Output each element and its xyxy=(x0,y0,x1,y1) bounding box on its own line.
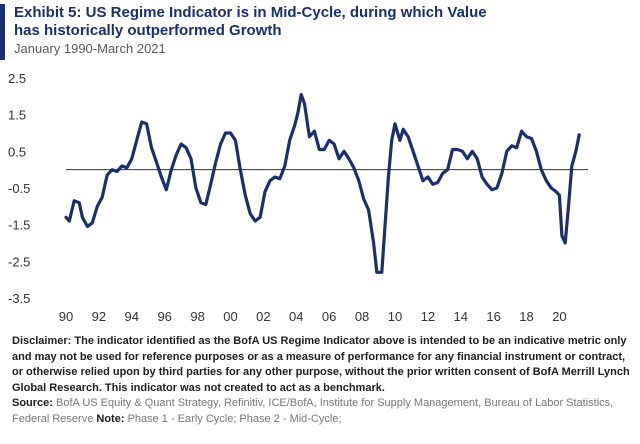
x-tick-label: 98 xyxy=(190,309,204,324)
x-tick-label: 94 xyxy=(125,309,139,324)
y-tick-label: -1.5 xyxy=(8,218,30,233)
y-tick-label: -3.5 xyxy=(8,291,30,306)
disclaimer-text: The indicator identified as the BofA US … xyxy=(12,335,630,394)
x-tick-label: 20 xyxy=(552,309,566,324)
x-tick-label: 06 xyxy=(322,309,336,324)
series-line-us-regime-indicator xyxy=(64,92,581,274)
x-axis-ticks: 90 92 94 96 98 00 02 04 06 08 10 12 14 16 18 20 xyxy=(59,309,567,324)
y-tick-label: 1.5 xyxy=(8,108,26,123)
x-tick-label: 96 xyxy=(157,309,171,324)
chart-title: Exhibit 5: US Regime Indicator is in Mid… xyxy=(14,4,634,40)
title-line-2: has historically outperformed Growth xyxy=(14,22,282,39)
disclaimer: Disclaimer: The indicator identified as … xyxy=(12,334,632,396)
x-tick-label: 02 xyxy=(256,309,270,324)
accent-bar xyxy=(0,4,5,60)
footer-notes: Disclaimer: The indicator identified as … xyxy=(12,334,632,427)
source-note: Source: BofA US Equity & Quant Strategy,… xyxy=(12,396,632,427)
y-tick-label: 2.5 xyxy=(8,71,26,86)
note-text: Phase 1 - Early Cycle; Phase 2 - Mid-Cyc… xyxy=(127,412,342,425)
x-tick-label: 16 xyxy=(486,309,500,324)
x-tick-label: 10 xyxy=(388,309,402,324)
source-text: BofA US Equity & Quant Strategy, Refinit… xyxy=(12,397,614,425)
x-tick-label: 04 xyxy=(289,309,303,324)
x-tick-label: 92 xyxy=(92,309,106,324)
y-axis-ticks: 2.5 1.5 0.5 -0.5 -1.5 -2.5 -3.5 xyxy=(8,71,30,306)
x-tick-label: 14 xyxy=(454,309,468,324)
y-tick-label: -0.5 xyxy=(8,181,30,196)
x-tick-label: 08 xyxy=(355,309,369,324)
disclaimer-label: Disclaimer: xyxy=(12,335,72,347)
note-label: Note: xyxy=(96,412,125,425)
x-tick-label: 12 xyxy=(421,309,435,324)
x-tick-label: 90 xyxy=(59,309,73,324)
x-tick-label: 18 xyxy=(519,309,533,324)
source-label: Source: xyxy=(12,397,53,409)
line-chart: 2.5 1.5 0.5 -0.5 -1.5 -2.5 -3.5 90 92 94 96 98 00 02… xyxy=(8,71,588,324)
title-line-1: Exhibit 5: US Regime Indicator is in Mid… xyxy=(14,4,487,21)
x-tick-label: 00 xyxy=(223,309,237,324)
y-tick-label: -2.5 xyxy=(8,254,30,269)
chart-subtitle: January 1990-March 2021 xyxy=(14,41,166,56)
y-tick-label: 0.5 xyxy=(8,144,26,159)
